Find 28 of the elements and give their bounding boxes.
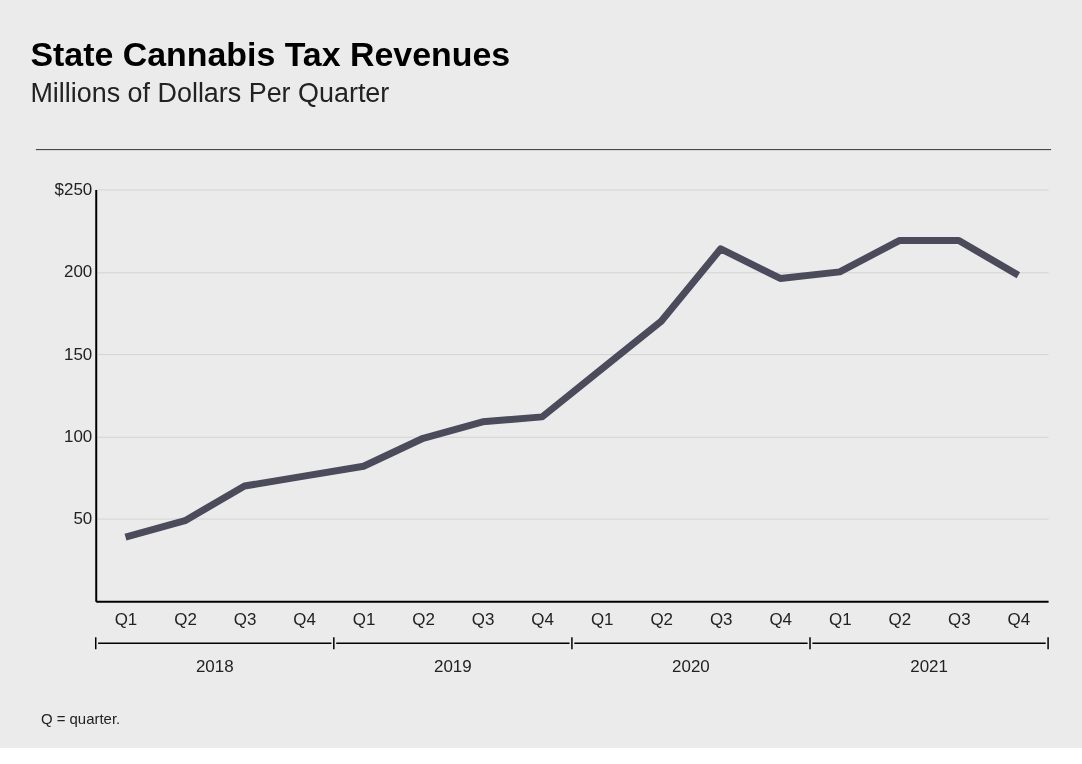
y-tick-label: 100 — [63, 427, 93, 447]
text: Q = quarter. — [40, 710, 121, 728]
x-tick-label: Q3 — [233, 609, 257, 629]
x-tick-label: Q4 — [531, 609, 554, 629]
x-tick-label: Q2 — [174, 609, 197, 629]
x-tick-label: Q1 — [352, 609, 376, 629]
text: 2020 — [672, 657, 710, 677]
x-tick-label: Q3 — [709, 609, 733, 629]
x-tick-label: Q2 — [888, 609, 912, 629]
x-tick-label: Q1 — [114, 609, 138, 629]
text: 2021 — [910, 657, 948, 677]
x-tick-label: Q2 — [650, 609, 673, 629]
y-tick-label: 50 — [73, 509, 93, 529]
text: 2019 — [434, 657, 472, 677]
x-tick-label: Q4 — [769, 609, 793, 629]
x-tick-label: Q3 — [948, 609, 971, 629]
x-tick-label: Q1 — [590, 609, 614, 629]
y-tick-label: 200 — [63, 262, 93, 282]
text: 2018 — [195, 657, 234, 677]
x-tick-label: Q4 — [1007, 609, 1031, 629]
x-tick-label: Q3 — [471, 609, 495, 629]
x-tick-label: Q2 — [412, 609, 435, 629]
x-tick-label: Q1 — [828, 609, 852, 629]
y-tick-label: $250 — [54, 180, 93, 199]
y-tick-label: 150 — [63, 344, 93, 364]
chart-title: State Cannabis Tax Revenues — [30, 35, 511, 74]
chart-subtitle: Millions of Dollars Per Quarter — [30, 78, 390, 109]
x-tick-label: Q4 — [293, 609, 316, 629]
